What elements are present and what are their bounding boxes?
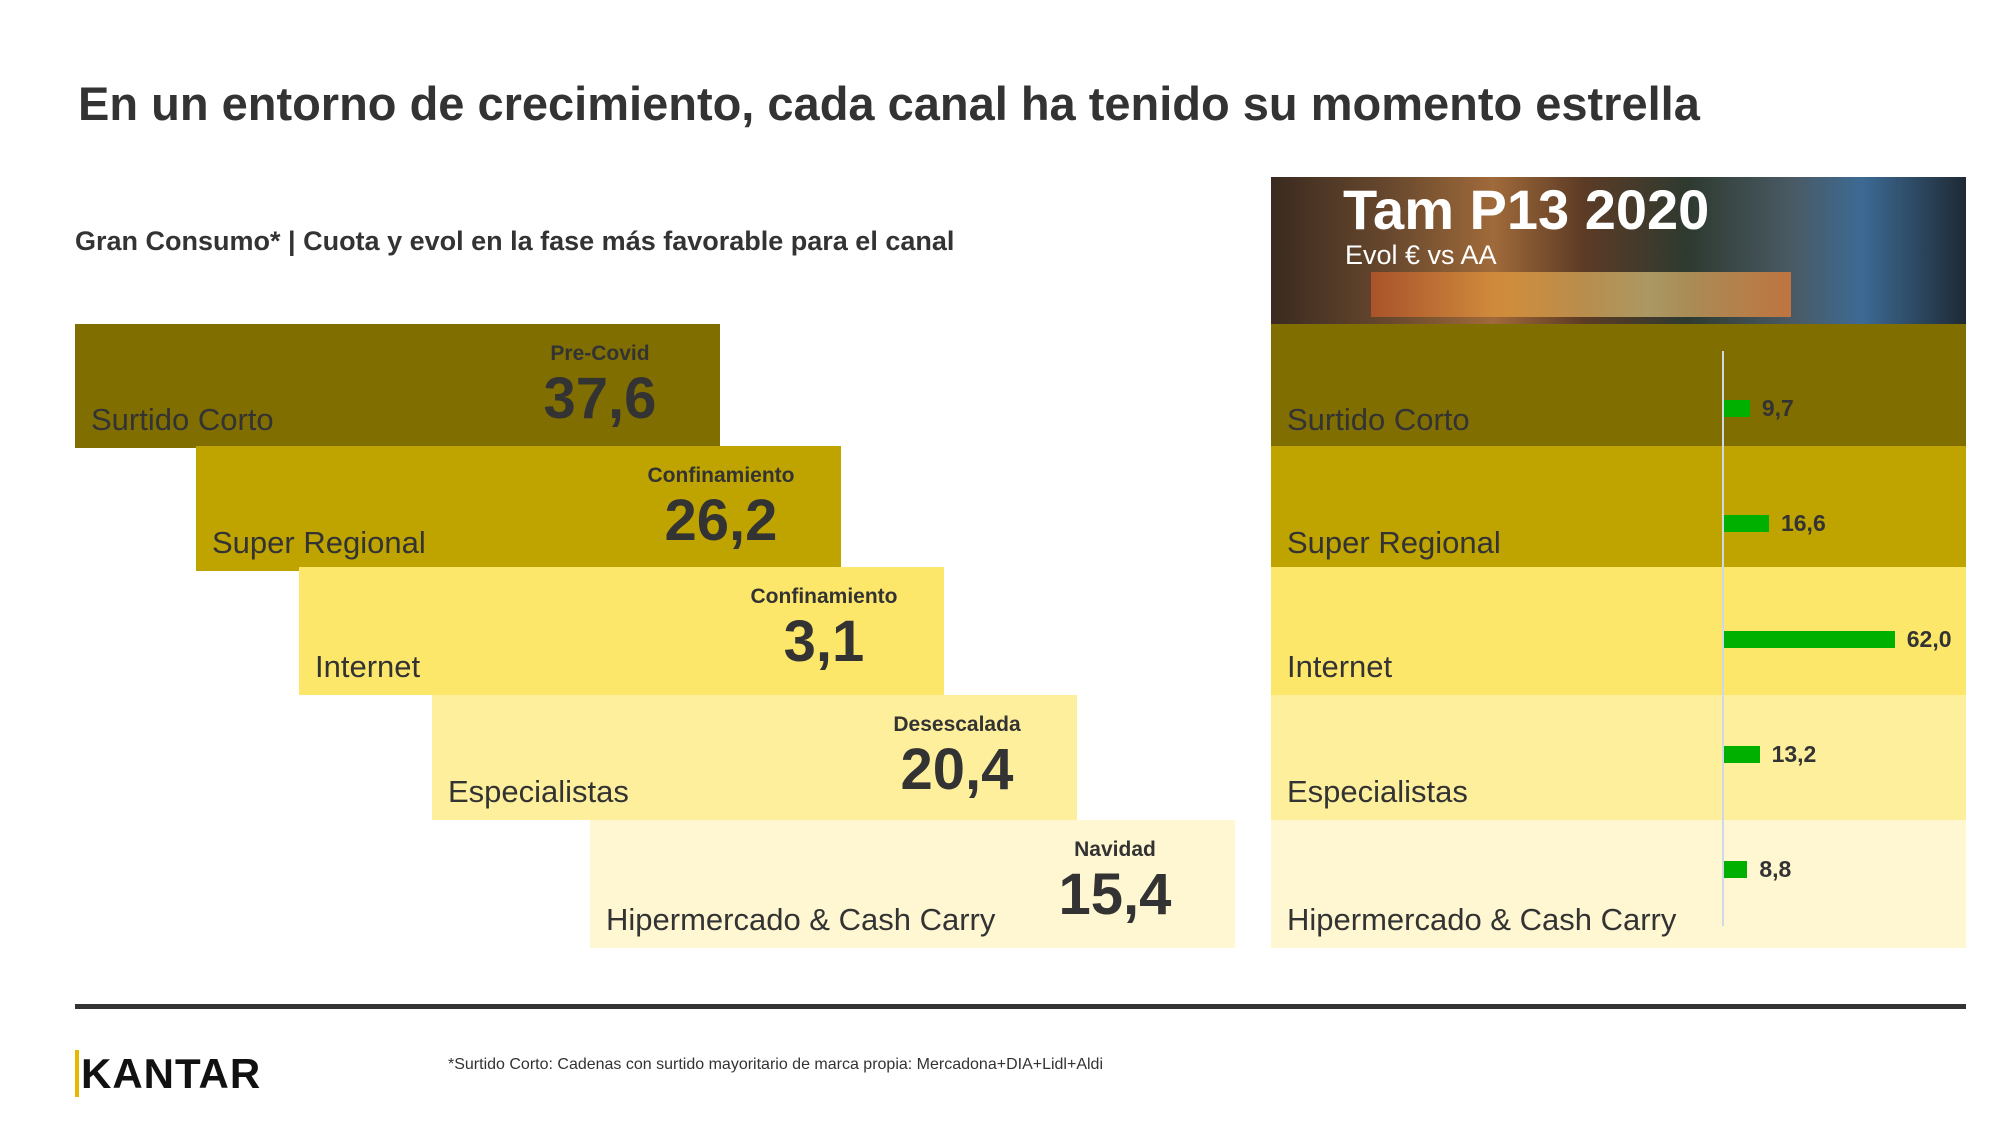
evol-bar	[1723, 631, 1895, 648]
channel-label: Internet	[1287, 649, 1393, 684]
channel-label: Surtido Corto	[91, 402, 274, 437]
evol-label: 13,2	[1771, 741, 1817, 767]
value-box: Desescalada 20,4	[857, 713, 1057, 803]
phase-label: Navidad	[1074, 838, 1156, 861]
footnote: *Surtido Corto: Cadenas con surtido mayo…	[448, 1056, 1104, 1073]
channel-block: Super Regional Confinamiento 26,2	[196, 446, 841, 571]
panel-subtitle: Evol € vs AA	[1345, 240, 1497, 270]
channel-label: Super Regional	[1287, 525, 1501, 560]
channel-label: Especialistas	[448, 774, 629, 809]
kantar-logo: KANTAR	[75, 1050, 262, 1098]
produce-stand-image	[1371, 272, 1791, 317]
evol-bar	[1723, 515, 1769, 532]
phase-label: Pre-Covid	[550, 342, 650, 365]
chart-subtitle: Gran Consumo* | Cuota y evol en la fase …	[75, 226, 955, 256]
value-box: Navidad 15,4	[1015, 838, 1215, 928]
value-box: Pre-Covid 37,6	[500, 342, 700, 432]
channel-block: Internet Confinamiento 3,1	[299, 567, 944, 695]
share-value: 3,1	[783, 609, 865, 674]
channel-label: Surtido Corto	[1287, 402, 1470, 437]
phase-label: Confinamiento	[750, 585, 898, 608]
zero-axis	[1722, 351, 1724, 926]
channel-label: Hipermercado & Cash Carry	[606, 902, 996, 937]
share-value: 37,6	[543, 366, 657, 431]
evol-row: Surtido Corto	[1271, 324, 1966, 448]
evol-row: Hipermercado & Cash Carry	[1271, 820, 1966, 948]
share-value: 15,4	[1058, 862, 1172, 927]
panel-title: Tam P13 2020	[1343, 178, 1710, 241]
footer-divider	[75, 1004, 1966, 1009]
evol-label: 9,7	[1761, 395, 1794, 421]
share-value: 26,2	[664, 488, 778, 553]
channel-block: Surtido Corto Pre-Covid 37,6	[75, 324, 720, 448]
value-box: Confinamiento 3,1	[724, 585, 924, 675]
phase-label: Confinamiento	[647, 464, 795, 487]
share-value: 20,4	[900, 737, 1014, 802]
phase-label: Desescalada	[893, 713, 1021, 736]
channel-block: Hipermercado & Cash Carry Navidad 15,4	[590, 820, 1235, 948]
evol-bar	[1723, 400, 1750, 417]
channel-label: Internet	[315, 649, 421, 684]
evol-label: 16,6	[1780, 510, 1826, 536]
channel-label: Especialistas	[1287, 774, 1468, 809]
channel-label: Super Regional	[212, 525, 426, 560]
value-box: Confinamiento 26,2	[621, 464, 821, 554]
evol-bar	[1723, 861, 1748, 878]
evol-label: 62,0	[1906, 626, 1952, 652]
channel-block: Especialistas Desescalada 20,4	[432, 695, 1077, 820]
evol-bar	[1723, 746, 1760, 763]
channel-label: Hipermercado & Cash Carry	[1287, 902, 1677, 937]
header-photo: Tam P13 2020 Evol € vs AA	[1271, 177, 1966, 324]
evol-label: 8,8	[1759, 856, 1792, 882]
evol-row: Super Regional	[1271, 446, 1966, 571]
evol-row: Especialistas	[1271, 695, 1966, 820]
page-title: En un entorno de crecimiento, cada canal…	[78, 77, 1700, 130]
